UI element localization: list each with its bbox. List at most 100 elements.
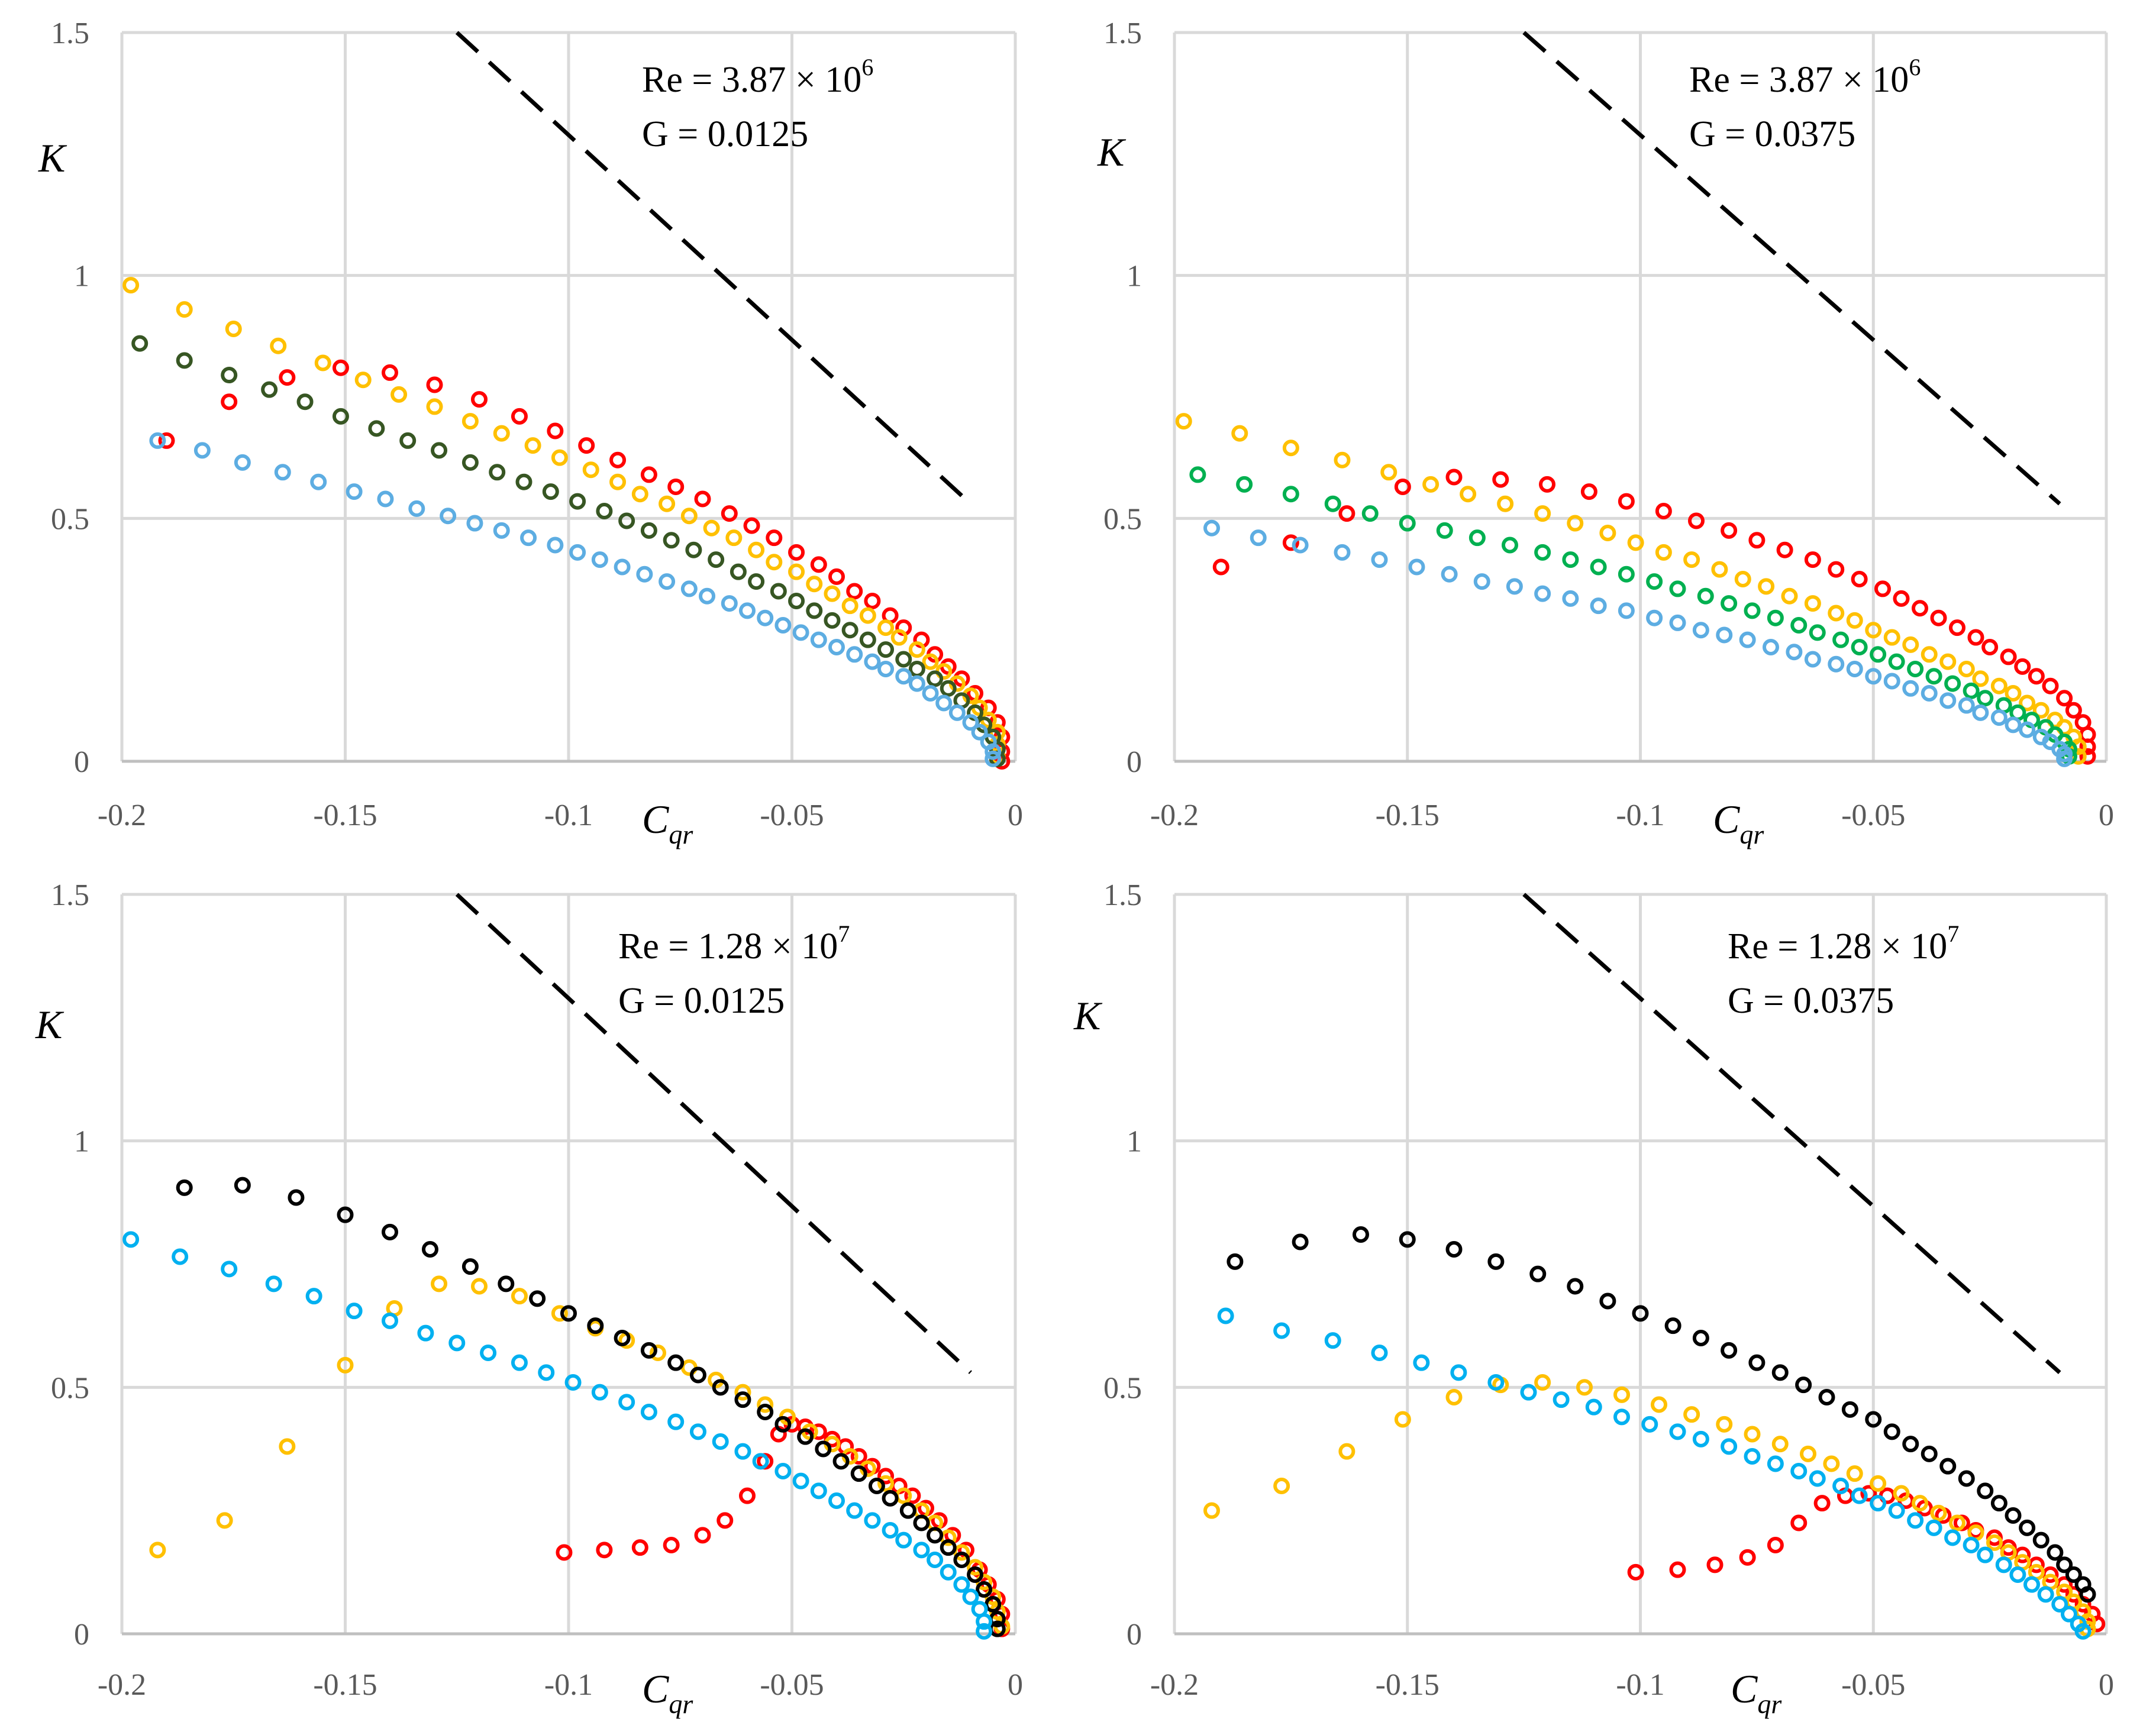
data-point (1734, 571, 1751, 587)
data-point (1399, 1231, 1416, 1248)
data-point (1632, 1305, 1649, 1322)
data-point (1832, 631, 1850, 648)
data-point (774, 1416, 792, 1433)
data-point (1977, 1546, 1994, 1563)
x-tick-label: -0.1 (1616, 1668, 1664, 1702)
data-point (1324, 1332, 1341, 1349)
data-point (663, 532, 680, 549)
data-point (1250, 529, 1267, 547)
data-point (1828, 605, 1845, 622)
data-point (332, 359, 349, 376)
data-point (466, 515, 483, 532)
data-point (748, 541, 765, 558)
data-point (421, 1241, 438, 1258)
data-point (1618, 602, 1635, 619)
data-point (2056, 750, 2073, 767)
data-point (1883, 1423, 1900, 1440)
data-point (1692, 1430, 1709, 1447)
series-yellow (1203, 1374, 2096, 1637)
y-tick-label: 1 (1127, 1125, 1142, 1159)
data-point (2065, 702, 2082, 719)
data-point (1721, 595, 1738, 612)
data-point (2061, 1605, 2077, 1623)
data-point (618, 512, 635, 529)
data-point (498, 1275, 515, 1292)
data-point (596, 503, 613, 520)
data-point (659, 573, 676, 590)
data-point (792, 1472, 809, 1489)
data-point (667, 478, 685, 495)
data-point (176, 301, 193, 318)
data-point (766, 554, 783, 571)
data-point (2070, 738, 2087, 755)
data-point (2028, 668, 2045, 685)
data-point (1748, 532, 1766, 549)
data-point (1539, 476, 1555, 493)
data-point (940, 1563, 957, 1581)
data-point (609, 473, 627, 490)
data-point (985, 750, 1002, 767)
data-point (346, 1303, 363, 1320)
x-axis-label: Cqr (1713, 797, 1764, 849)
data-point (1203, 519, 1220, 537)
data-point (1893, 590, 1910, 607)
data-point (1282, 440, 1299, 457)
data-point (515, 473, 532, 490)
data-point (940, 1539, 957, 1556)
x-tick-label: 0 (1008, 799, 1023, 832)
data-point (1534, 505, 1551, 522)
data-point (1870, 1495, 1887, 1512)
data-point (1641, 1416, 1658, 1433)
data-point (1175, 413, 1192, 430)
data-point (399, 432, 417, 449)
data-point (1986, 1534, 2003, 1551)
data-point (591, 551, 608, 568)
data-point (1963, 1537, 1980, 1553)
data-point (1217, 1307, 1234, 1324)
data-point (176, 352, 193, 369)
x-tick-label: 0 (1008, 1668, 1023, 1702)
data-point (1846, 612, 1863, 629)
data-point (547, 537, 564, 554)
data-point (1721, 1342, 1738, 1359)
data-point (368, 420, 385, 437)
data-point (337, 1356, 354, 1374)
data-point (2005, 1507, 2022, 1524)
data-point (1460, 486, 1477, 503)
data-point (1912, 600, 1928, 617)
data-point (614, 1330, 631, 1346)
y-tick-label: 1 (1127, 260, 1142, 293)
annotation-g: G = 0.0375 (1689, 114, 1855, 154)
data-point (985, 743, 1002, 760)
data-point (1967, 629, 1984, 646)
series-red (1212, 468, 2096, 765)
data-point (1846, 1465, 1863, 1482)
data-point (1394, 1411, 1411, 1428)
data-point (1958, 660, 1975, 677)
data-point (1590, 558, 1607, 576)
data-point (1664, 1317, 1681, 1334)
data-point (1949, 619, 1965, 636)
data-point (288, 1189, 305, 1206)
data-point (1990, 1495, 2007, 1512)
data-point (524, 437, 541, 454)
data-point (850, 1448, 867, 1465)
data-point (689, 1423, 706, 1440)
data-point (841, 597, 858, 615)
data-point (1809, 624, 1826, 641)
data-point (431, 1275, 448, 1292)
data-point (2051, 1596, 2068, 1613)
data-point (1786, 644, 1803, 661)
data-point (461, 413, 479, 430)
y-tick-label: 0 (1127, 1618, 1142, 1652)
data-point (640, 1342, 657, 1359)
data-point (1711, 561, 1728, 578)
data-point (1744, 1426, 1761, 1443)
series-black (176, 1177, 1006, 1637)
data-point (511, 1354, 528, 1371)
data-point (2032, 702, 2050, 719)
data-point (908, 675, 925, 692)
data-point (882, 1489, 899, 1507)
data-point (1804, 595, 1821, 612)
data-point (274, 464, 291, 481)
